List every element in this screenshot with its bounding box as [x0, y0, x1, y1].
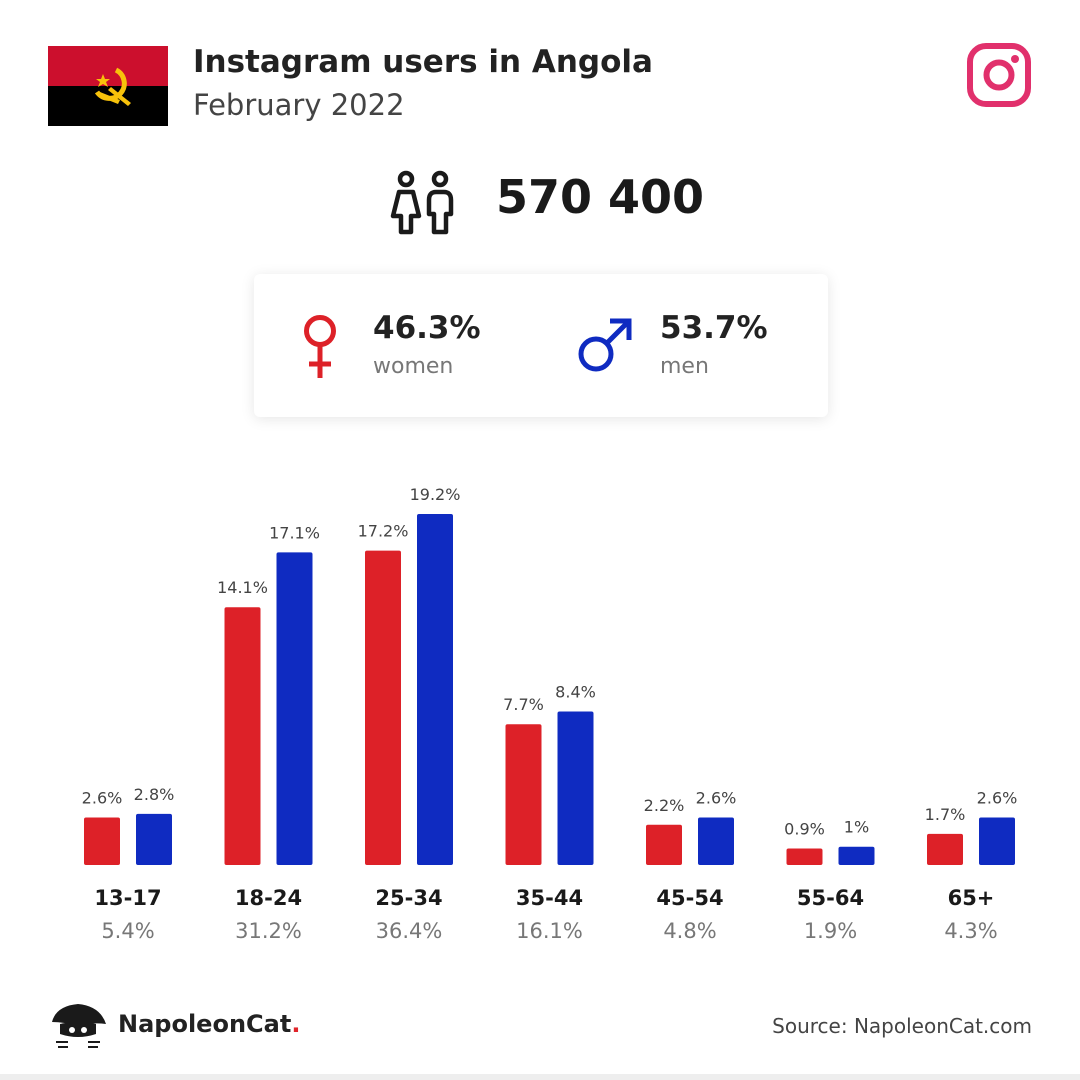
bar-value-label-women-35-44: 7.7%: [503, 695, 544, 714]
bar-women-25-34: [365, 550, 401, 865]
category-total-45-54: 4.8%: [663, 919, 716, 943]
bar-value-label-men-18-24: 17.1%: [269, 523, 320, 542]
bar-women-13-17: [84, 817, 120, 865]
women-percent: 46.3%: [373, 310, 481, 346]
bar-men-13-17: [136, 813, 172, 865]
bar-men-65+: [979, 817, 1015, 865]
category-total-25-34: 36.4%: [376, 919, 443, 943]
bar-men-55-64: [838, 846, 875, 865]
category-total-65+: 4.3%: [944, 919, 997, 943]
category-label-25-34: 25-34: [375, 886, 442, 910]
bar-women-65+: [927, 833, 963, 865]
bar-women-55-64: [786, 848, 823, 865]
category-total-35-44: 16.1%: [516, 919, 583, 943]
bar-men-18-24: [276, 552, 313, 865]
bar-value-label-women-45-54: 2.2%: [644, 796, 685, 815]
category-total-13-17: 5.4%: [101, 919, 154, 943]
category-label-18-24: 18-24: [235, 886, 302, 910]
gender-card: 46.3% women 53.7% men: [254, 274, 828, 417]
source-text: Source: NapoleonCat.com: [772, 1014, 1032, 1038]
women-label: women: [373, 354, 454, 379]
male-symbol-icon: [578, 318, 632, 372]
total-users: 570 400: [496, 170, 705, 224]
female-symbol-icon: [304, 315, 336, 378]
bar-value-label-men-13-17: 2.8%: [134, 785, 175, 804]
bar-value-label-women-65+: 1.7%: [925, 805, 966, 824]
napoleoncat-logo-icon: [52, 1004, 106, 1048]
category-label-55-64: 55-64: [797, 886, 864, 910]
bar-value-label-men-25-34: 19.2%: [410, 485, 461, 504]
bottom-strip: [0, 1074, 1080, 1080]
category-label-35-44: 35-44: [516, 886, 583, 910]
people-icon: [390, 170, 454, 235]
category-total-55-64: 1.9%: [804, 919, 857, 943]
bar-value-label-men-45-54: 2.6%: [696, 788, 737, 807]
brand-dot: .: [291, 1010, 301, 1038]
bar-value-label-women-18-24: 14.1%: [217, 578, 268, 597]
napoleoncat-brand: NapoleonCat.: [48, 1000, 301, 1052]
instagram-icon: [967, 43, 1031, 107]
category-total-18-24: 31.2%: [235, 919, 302, 943]
men-label: men: [660, 354, 709, 379]
category-label-45-54: 45-54: [656, 886, 723, 910]
page-title: Instagram users in Angola: [193, 44, 653, 80]
bar-value-label-men-65+: 2.6%: [977, 788, 1018, 807]
bar-value-label-men-35-44: 8.4%: [555, 682, 596, 701]
bar-value-label-women-13-17: 2.6%: [82, 788, 123, 807]
bar-value-label-men-55-64: 1%: [844, 818, 869, 837]
page-subtitle: February 2022: [193, 88, 405, 122]
bar-value-label-women-25-34: 17.2%: [358, 522, 409, 541]
bar-men-45-54: [698, 817, 734, 865]
angola-flag-icon: [48, 46, 168, 126]
age-gender-bar-chart: 2.6% 2.8% 13-17 5.4% 14.1% 17.1% 18-24 31.2% 17.…: [82, 485, 1018, 943]
bar-value-label-women-55-64: 0.9%: [784, 820, 825, 839]
bar-women-35-44: [505, 724, 542, 865]
category-label-65+: 65+: [948, 886, 995, 910]
men-percent: 53.7%: [660, 310, 768, 346]
bar-women-45-54: [646, 824, 682, 865]
bar-women-18-24: [224, 607, 261, 865]
bar-men-25-34: [417, 514, 453, 865]
bar-men-35-44: [557, 711, 594, 865]
brand-name: NapoleonCat.: [118, 1010, 301, 1038]
category-label-13-17: 13-17: [94, 886, 161, 910]
